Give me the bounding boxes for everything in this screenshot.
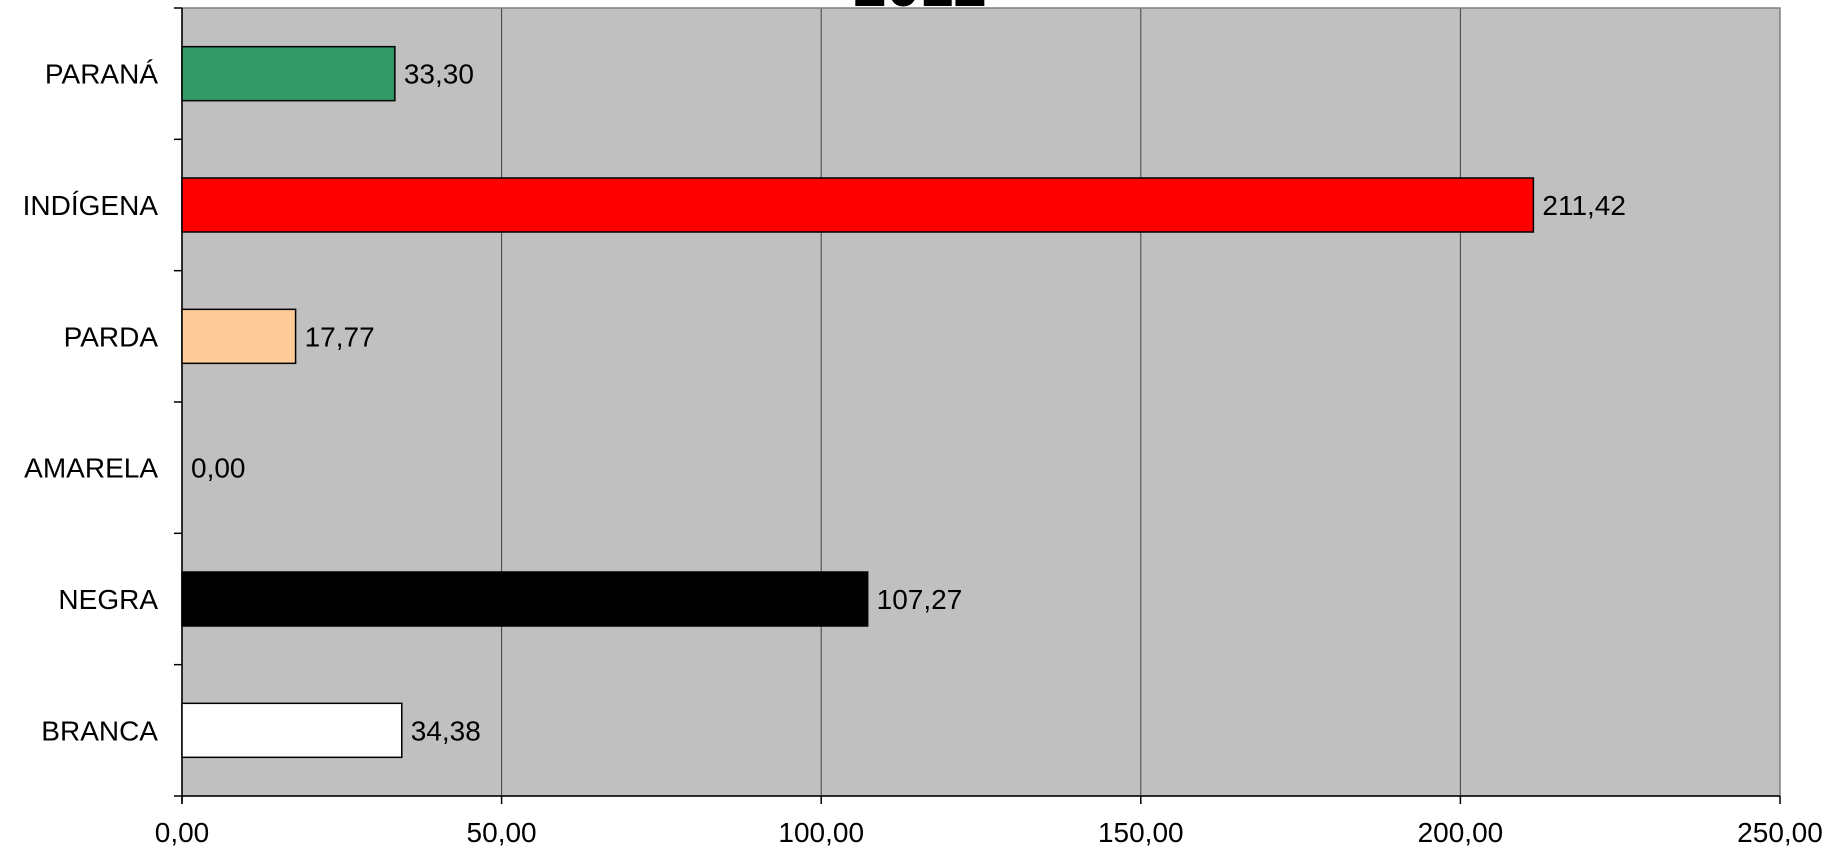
x-tick-label-5: 250,00: [1737, 817, 1823, 848]
x-tick-label-2: 100,00: [778, 817, 864, 848]
category-label-amarela: AMARELA: [24, 453, 158, 484]
plot-area: 0,00 50,00 100,00 150,00 200,00 250,00 PARANÁ 3…: [23, 7, 1823, 848]
bar-parda: [181, 308, 297, 365]
x-tick-label-3: 150,00: [1098, 817, 1184, 848]
bar-parana: [181, 45, 396, 102]
x-tick-label-1: 50,00: [467, 817, 537, 848]
data-label-branca: 34,38: [411, 715, 481, 746]
data-label-negra: 107,27: [877, 584, 963, 615]
data-label-indigena: 211,42: [1542, 190, 1626, 221]
data-label-parana: 33,30: [404, 59, 474, 90]
bar-indigena: [181, 177, 1535, 233]
plot-background: [182, 8, 1780, 796]
x-tick-label-0: 0,00: [155, 817, 210, 848]
data-label-parda: 17,77: [305, 321, 375, 352]
x-tick-label-4: 200,00: [1418, 817, 1504, 848]
category-label-parda: PARDA: [64, 321, 159, 352]
category-label-branca: BRANCA: [41, 715, 158, 746]
category-label-negra: NEGRA: [58, 584, 158, 615]
bar-negra: [181, 571, 869, 627]
data-label-amarela: 0,00: [191, 453, 246, 484]
bar-branca: [181, 702, 403, 759]
category-label-parana: PARANÁ: [45, 59, 158, 90]
category-label-indigena: INDÍGENA: [23, 190, 159, 221]
